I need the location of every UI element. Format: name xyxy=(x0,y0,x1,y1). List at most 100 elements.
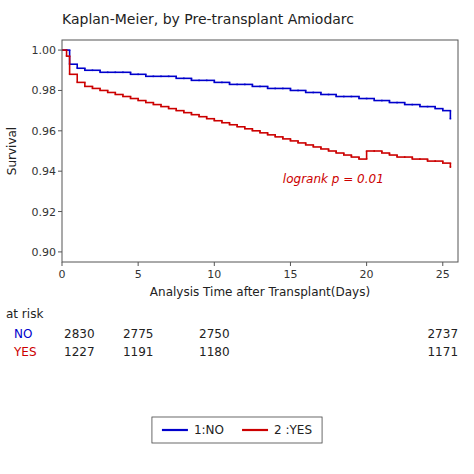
survival-step xyxy=(70,74,78,76)
survival-step xyxy=(367,150,375,152)
plot-area xyxy=(62,40,458,262)
at-risk-value: 2737 xyxy=(427,327,458,341)
y-tick-label: 0.92 xyxy=(32,206,57,219)
at-risk-value: 2830 xyxy=(64,327,95,341)
legend-frame xyxy=(152,417,322,443)
y-axis-label: Survival xyxy=(5,127,19,175)
step-riser xyxy=(366,151,368,159)
survival-step xyxy=(290,90,298,92)
annotation: logrank p = 0.01 xyxy=(283,172,384,186)
survival-step xyxy=(146,102,154,104)
survival-step xyxy=(138,100,146,102)
survival-step xyxy=(382,100,390,102)
survival-step xyxy=(123,96,131,98)
survival-step xyxy=(199,80,207,82)
survival-step xyxy=(77,82,85,84)
survival-step xyxy=(359,158,367,160)
survival-step xyxy=(428,160,436,162)
x-tick-label: 25 xyxy=(436,268,450,281)
x-tick xyxy=(62,262,63,266)
y-tick-label: 0.96 xyxy=(32,125,57,138)
survival-step xyxy=(397,102,405,104)
survival-step xyxy=(184,78,192,80)
survival-step xyxy=(374,100,382,102)
survival-step xyxy=(359,98,367,100)
survival-step xyxy=(230,124,238,126)
survival-step xyxy=(131,98,139,100)
survival-step xyxy=(367,98,375,100)
survival-step xyxy=(298,142,306,144)
legend-entry: 1:NO xyxy=(194,423,224,437)
survival-step xyxy=(329,150,337,152)
survival-step xyxy=(336,152,344,154)
x-tick-label: 10 xyxy=(207,268,221,281)
at-risk-value: 1171 xyxy=(427,345,458,359)
legend-swatch xyxy=(162,429,188,431)
survival-step xyxy=(252,86,260,88)
survival-step xyxy=(344,96,352,98)
legend: 1:NO 2 :YES xyxy=(152,417,322,443)
at-risk-value: 1227 xyxy=(64,345,95,359)
survival-step xyxy=(245,84,253,86)
at-risk-row-label: NO xyxy=(14,327,32,341)
survival-step xyxy=(100,90,108,92)
plot-frame xyxy=(62,40,458,262)
survival-step xyxy=(131,74,139,76)
survival-step xyxy=(176,78,184,80)
survival-step xyxy=(153,104,161,106)
survival-step xyxy=(123,71,131,73)
y-tick xyxy=(58,90,62,91)
legend-swatch xyxy=(242,429,268,431)
survival-step xyxy=(321,94,329,96)
survival-step xyxy=(268,134,276,136)
legend-entry: 2 :YES xyxy=(274,423,312,437)
survival-step xyxy=(336,96,344,98)
series xyxy=(62,50,450,167)
survival-step xyxy=(252,130,260,132)
survival-step xyxy=(412,104,420,106)
survival-step xyxy=(428,106,436,108)
y-tick-label: 1.00 xyxy=(32,44,57,57)
survival-step xyxy=(207,80,215,82)
survival-step xyxy=(100,71,108,73)
survival-step xyxy=(313,146,321,148)
x-tick xyxy=(366,262,367,266)
survival-step xyxy=(199,116,207,118)
survival-step xyxy=(92,88,100,90)
survival-step xyxy=(169,108,177,110)
survival-step xyxy=(230,84,238,86)
survival-step xyxy=(306,92,314,94)
survival-step xyxy=(138,74,146,76)
survival-step xyxy=(344,154,352,156)
step-riser xyxy=(76,74,78,82)
at-risk-row-label: YES xyxy=(13,345,37,359)
survival-step xyxy=(222,82,230,84)
y-tick xyxy=(58,50,62,51)
series xyxy=(62,50,450,119)
survival-step xyxy=(245,128,253,130)
survival-step xyxy=(290,140,298,142)
survival-step xyxy=(313,92,321,94)
survival-step xyxy=(283,138,291,140)
survival-step xyxy=(329,94,337,96)
x-tick xyxy=(214,262,215,266)
y-tick xyxy=(58,130,62,131)
step-riser xyxy=(450,163,452,167)
at-risk-value: 1191 xyxy=(123,345,154,359)
x-tick-label: 20 xyxy=(360,268,374,281)
at-risk-label: at risk xyxy=(6,307,43,321)
survival-step xyxy=(153,76,161,78)
survival-step xyxy=(184,112,192,114)
survival-step xyxy=(85,86,93,88)
survival-step xyxy=(115,94,123,96)
survival-step xyxy=(191,114,199,116)
chart: Kaplan-Meier, by Pre-transplant Amiodarc… xyxy=(0,0,474,474)
at-risk-value: 1180 xyxy=(199,345,230,359)
survival-step xyxy=(389,102,397,104)
x-tick-label: 0 xyxy=(59,268,66,281)
x-tick xyxy=(442,262,443,266)
survival-step xyxy=(443,162,451,164)
x-axis-label: Analysis Time after Transplant(Days) xyxy=(150,285,370,299)
survival-step xyxy=(237,84,245,86)
survival-step xyxy=(260,132,268,134)
